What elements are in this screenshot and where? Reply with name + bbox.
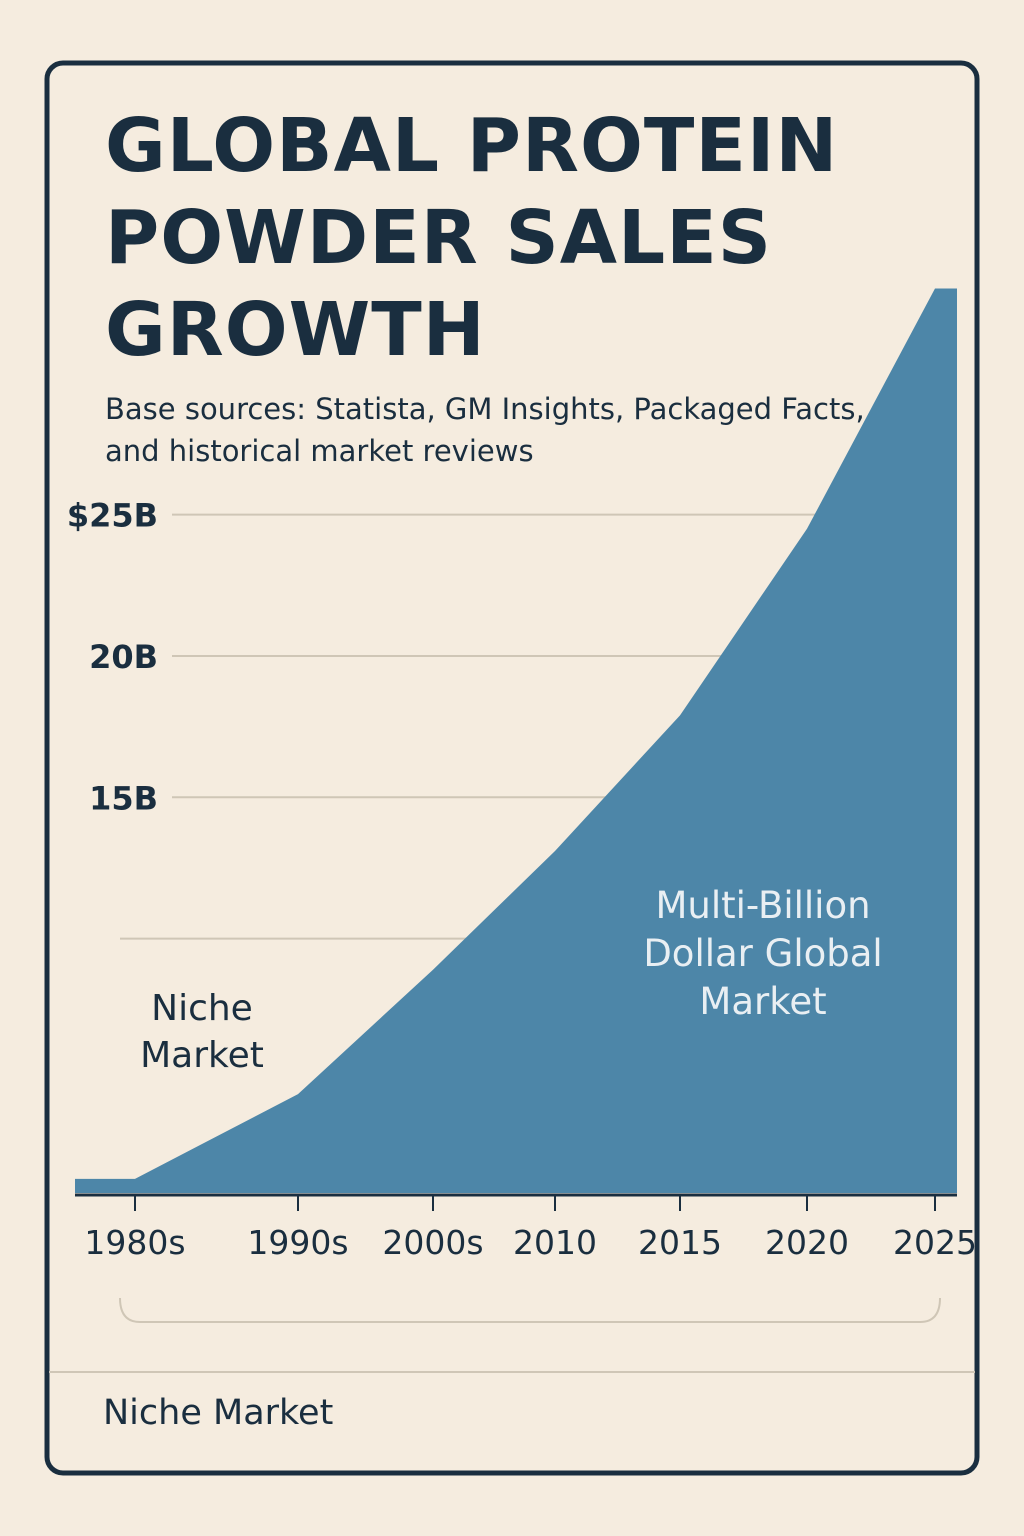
annotation: Multi-Billion Dollar Global Market [643, 884, 883, 1023]
x-tick-label: 2025 [893, 1223, 977, 1262]
y-tick-label: 20B [89, 638, 158, 676]
y-tick-label: $25B [67, 497, 158, 535]
x-tick-label: 2020 [765, 1223, 849, 1262]
annotation: Niche Market [140, 988, 264, 1076]
bracket [119, 1297, 941, 1323]
subtitle: Base sources: Statista, GM Insights, Pac… [105, 392, 865, 468]
x-tick-label: 2015 [638, 1223, 722, 1262]
y-tick-label: 15B [89, 779, 158, 817]
x-tick-label: 2000s [382, 1223, 483, 1262]
footer: Niche Market [103, 1393, 334, 1433]
frame [44, 60, 980, 1476]
area [75, 288, 957, 1193]
x-tick-label: 1980s [84, 1223, 185, 1262]
chart-title: GLOBAL PROTEIN POWDER SALES GROWTH [105, 103, 839, 373]
x-tick-label: 1990s [247, 1223, 348, 1262]
x-tick-label: 2010 [513, 1223, 597, 1262]
